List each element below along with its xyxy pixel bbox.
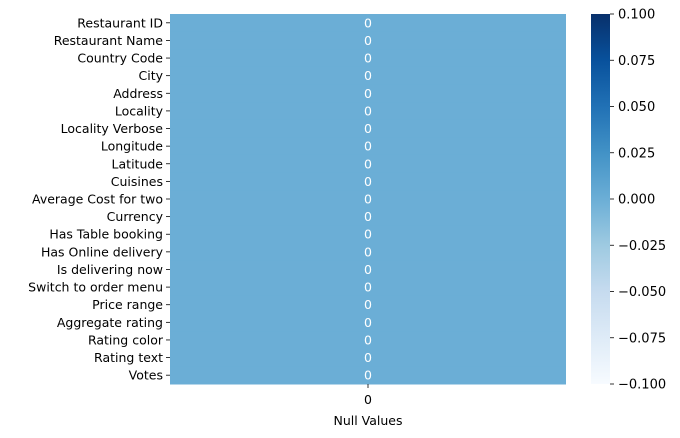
y-tick-label: Switch to order menu xyxy=(28,280,163,295)
cell-value-label: 0 xyxy=(364,68,372,83)
x-tick-label: 0 xyxy=(364,392,372,407)
cell-value-label: 0 xyxy=(364,368,372,383)
cell-value-label: 0 xyxy=(364,332,372,347)
y-tick-label: Locality xyxy=(115,103,164,118)
heatmap-cell xyxy=(170,295,566,315)
heatmap-cell xyxy=(170,348,566,367)
heatmap-cells: 0 0 0 0 0 0 0 0 0 0 0 0 0 0 0 0 0 0 0 0 0 xyxy=(170,14,566,385)
heatmap-cell xyxy=(170,137,566,156)
y-tick-label: Price range xyxy=(92,297,163,312)
heatmap-cell xyxy=(170,190,566,209)
colorbar-tick-label: 0.025 xyxy=(618,146,655,161)
heatmap-cell xyxy=(170,14,566,33)
y-tick-label: Aggregate rating xyxy=(57,315,163,330)
heatmap-cell xyxy=(170,278,566,297)
cell-value-label: 0 xyxy=(364,315,372,330)
cell-value-label: 0 xyxy=(364,103,372,118)
cell-value-label: 0 xyxy=(364,156,372,171)
y-tick-label: Rating color xyxy=(88,332,164,347)
cell-value-label: 0 xyxy=(364,192,372,207)
colorbar-tick-label: −0.075 xyxy=(618,331,666,346)
cell-value-label: 0 xyxy=(364,15,372,30)
cell-value-label: 0 xyxy=(364,350,372,365)
cell-value-label: 0 xyxy=(364,297,372,312)
cell-value-label: 0 xyxy=(364,86,372,101)
y-tick-label: Has Table booking xyxy=(49,227,163,242)
cell-value-label: 0 xyxy=(364,139,372,154)
y-tick-label: Votes xyxy=(129,368,163,383)
y-tick-label: Restaurant ID xyxy=(77,15,163,30)
cell-value-label: 0 xyxy=(364,244,372,259)
colorbar-tick-label: −0.100 xyxy=(618,378,666,393)
heatmap-cell xyxy=(170,172,566,191)
heatmap-cell xyxy=(170,243,566,262)
y-tick-label: Cuisines xyxy=(111,174,163,189)
y-tick-label: Average Cost for two xyxy=(32,192,163,207)
y-tick-label: Address xyxy=(113,86,163,101)
heatmap-cell xyxy=(170,31,566,50)
y-tick-label: Rating text xyxy=(94,350,163,365)
cell-value-label: 0 xyxy=(364,209,372,224)
y-tick-label: Currency xyxy=(107,209,164,224)
heatmap-cell xyxy=(170,260,566,279)
heatmap-cell xyxy=(170,102,566,121)
colorbar-gradient xyxy=(591,14,610,384)
y-axis-labels: Restaurant ID Restaurant Name Country Code… xyxy=(28,15,170,383)
heatmap-cell xyxy=(170,331,566,350)
y-tick-label: Country Code xyxy=(77,51,163,66)
y-tick-label: City xyxy=(139,68,164,83)
y-tick-label: Restaurant Name xyxy=(54,33,164,48)
cell-value-label: 0 xyxy=(364,262,372,277)
heatmap-cell xyxy=(170,66,566,85)
heatmap-cell xyxy=(170,154,566,174)
x-axis-title: Null Values xyxy=(333,413,402,428)
cell-value-label: 0 xyxy=(364,280,372,295)
y-tick-label: Is delivering now xyxy=(57,262,163,277)
cell-value-label: 0 xyxy=(364,174,372,189)
cell-value-label: 0 xyxy=(364,51,372,66)
cell-value-label: 0 xyxy=(364,121,372,136)
colorbar-tick-label: 0.100 xyxy=(618,8,655,23)
heatmap-cell xyxy=(170,119,566,138)
colorbar-tick-label: 0.000 xyxy=(618,193,655,208)
cell-value-label: 0 xyxy=(364,33,372,48)
heatmap-cell xyxy=(170,49,566,68)
colorbar-tick-label: 0.075 xyxy=(618,54,655,69)
y-tick-label: Locality Verbose xyxy=(61,121,164,136)
colorbar-tick-label: 0.050 xyxy=(618,100,655,115)
x-axis: 0 xyxy=(364,384,372,407)
y-tick-label: Latitude xyxy=(112,156,164,171)
heatmap-cell xyxy=(170,84,566,103)
y-tick-label: Has Online delivery xyxy=(41,244,164,259)
heatmap-cell xyxy=(170,366,566,385)
colorbar: 0.100 0.075 0.050 0.025 0.000 −0.025 −0.050 −0.… xyxy=(591,8,666,393)
heatmap-cell xyxy=(170,225,566,244)
heatmap-cell xyxy=(170,207,566,226)
colorbar-tick-label: −0.025 xyxy=(618,239,666,254)
colorbar-tick-label: −0.050 xyxy=(618,285,666,300)
y-tick-label: Longitude xyxy=(101,139,163,154)
heatmap-cell xyxy=(170,313,566,332)
cell-value-label: 0 xyxy=(364,227,372,242)
